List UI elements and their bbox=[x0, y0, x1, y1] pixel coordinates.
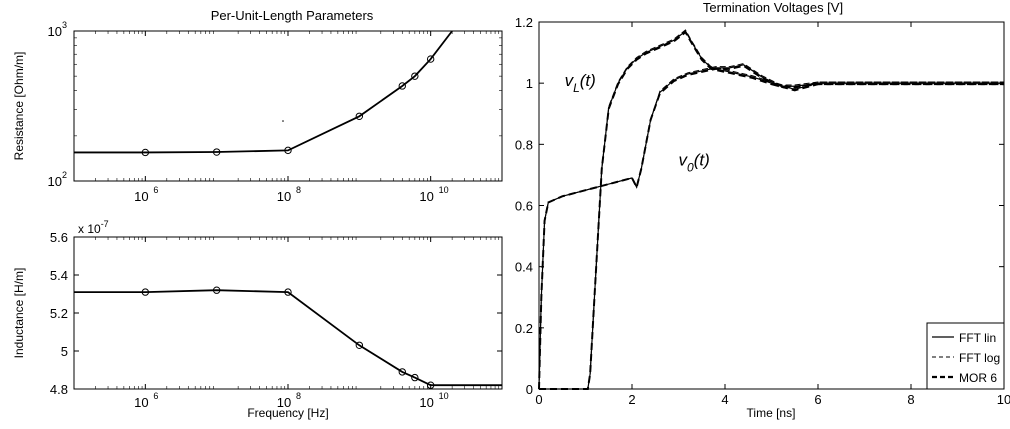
x-tick-label: 6 bbox=[814, 392, 821, 407]
y-tick-label: 10 bbox=[48, 174, 62, 189]
stray-dot bbox=[282, 120, 284, 122]
x-tick-exponent: 10 bbox=[439, 185, 449, 195]
resistance-title: Per-Unit-Length Parameters bbox=[211, 8, 374, 23]
resistance-marker bbox=[141, 148, 150, 157]
resistance-marker bbox=[426, 55, 435, 63]
annotation-subscript: 0 bbox=[687, 161, 694, 175]
y-tick-label: 0 bbox=[526, 382, 533, 397]
voltage-annotations: vL(t)v0(t) bbox=[565, 71, 710, 175]
x-tick-label: 10 bbox=[419, 395, 433, 410]
x-tick-label: 10 bbox=[134, 189, 148, 204]
resistance-plot bbox=[74, 30, 453, 157]
resistance-line bbox=[74, 30, 453, 154]
inductance-plot bbox=[74, 286, 502, 389]
y-tick-label: 5.6 bbox=[50, 230, 68, 245]
inductance-marker bbox=[411, 373, 419, 382]
y-tick-label: 10 bbox=[48, 24, 62, 39]
inductance-marker bbox=[212, 286, 221, 294]
voltage-plot bbox=[538, 29, 1004, 390]
inductance-marker bbox=[141, 288, 150, 296]
resistance-axes-box bbox=[73, 30, 503, 182]
inductance-marker bbox=[426, 381, 435, 389]
y-multiplier-exp: -7 bbox=[101, 219, 109, 229]
voltage-legend: FFT lin FFT log MOR 6 bbox=[926, 322, 1005, 390]
voltage-x-label: Time [ns] bbox=[747, 406, 796, 420]
y-tick-label: 0.6 bbox=[515, 199, 533, 214]
x-tick-label: 10 bbox=[277, 395, 291, 410]
inductance-line bbox=[74, 289, 502, 387]
y-tick-label: 0.8 bbox=[515, 137, 533, 152]
y-tick-exponent: 2 bbox=[62, 170, 67, 180]
annotation-tail: (t) bbox=[694, 151, 710, 170]
annotation-label: vL(t) bbox=[565, 71, 596, 95]
resistance-panel: Per-Unit-Length Parameters Resistance [O… bbox=[12, 8, 503, 204]
resistance-marker bbox=[212, 148, 221, 156]
y-tick-label: 0.2 bbox=[515, 321, 533, 336]
x-tick-exponent: 8 bbox=[296, 185, 301, 195]
legend-label: MOR 6 bbox=[959, 371, 997, 385]
x-tick-label: 10 bbox=[419, 189, 433, 204]
resistance-marker bbox=[284, 146, 292, 155]
voltage-panel: Termination Voltages [V] Time [ns] 0 2 4 6 8… bbox=[515, 0, 1010, 420]
resistance-y-label: Resistance [Ohm/m] bbox=[12, 52, 26, 161]
resistance-x-ticks: 10 6 10 8 10 10 bbox=[95, 31, 500, 204]
resistance-marker bbox=[355, 112, 364, 120]
x-tick-label: 10 bbox=[997, 392, 1010, 407]
x-tick-label: 8 bbox=[907, 392, 914, 407]
legend-label: FFT lin bbox=[959, 331, 996, 345]
y-tick-label: 0.4 bbox=[515, 260, 533, 275]
inductance-y-ticks: 4.8 5 5.2 5.4 5.6 bbox=[50, 230, 502, 397]
y-tick-label: 5.2 bbox=[50, 306, 68, 321]
x-tick-exponent: 10 bbox=[439, 391, 449, 401]
annotation-subscript: L bbox=[573, 81, 580, 95]
y-tick-label: 1.2 bbox=[515, 15, 533, 30]
y-multiplier-base: x 10 bbox=[78, 222, 101, 236]
y-tick-label: 1 bbox=[526, 76, 533, 91]
x-tick-label: 10 bbox=[134, 395, 148, 410]
legend-label: FFT log bbox=[959, 351, 1000, 365]
annotation-label: v0(t) bbox=[679, 151, 710, 175]
x-tick-exponent: 8 bbox=[296, 391, 301, 401]
inductance-axes-box bbox=[73, 236, 503, 390]
y-tick-exponent: 3 bbox=[62, 20, 67, 30]
inductance-y-multiplier: x 10-7 bbox=[78, 219, 109, 236]
x-tick-label: 2 bbox=[628, 392, 635, 407]
inductance-panel: x 10-7 Inductance [H/m] Frequency [Hz] 1… bbox=[12, 219, 503, 420]
annotation-tail: (t) bbox=[580, 71, 596, 90]
voltage-series-line-1-mor-6 bbox=[538, 64, 1004, 390]
y-tick-label: 5 bbox=[61, 344, 68, 359]
resistance-marker bbox=[398, 82, 406, 90]
voltage-title: Termination Voltages [V] bbox=[703, 0, 843, 15]
x-tick-label: 10 bbox=[277, 189, 291, 204]
annotation-base: v bbox=[679, 151, 689, 170]
inductance-x-label: Frequency [Hz] bbox=[247, 406, 328, 420]
x-tick-label: 0 bbox=[535, 392, 542, 407]
y-tick-label: 4.8 bbox=[50, 382, 68, 397]
voltage-y-ticks: 0 0.2 0.4 0.6 0.8 1 1.2 bbox=[515, 15, 1004, 397]
voltage-series-line-0-mor-6 bbox=[539, 30, 1004, 390]
legend-box bbox=[926, 322, 1005, 390]
inductance-marker bbox=[398, 368, 406, 376]
inductance-marker bbox=[284, 288, 292, 296]
inductance-marker bbox=[355, 341, 364, 349]
voltage-x-ticks: 0 2 4 6 8 10 bbox=[535, 22, 1010, 407]
annotation-base: v bbox=[565, 71, 575, 90]
inductance-y-label: Inductance [H/m] bbox=[12, 268, 26, 359]
inductance-x-ticks: 10 6 10 8 10 10 bbox=[95, 237, 500, 410]
y-tick-label: 5.4 bbox=[50, 268, 68, 283]
resistance-marker bbox=[411, 72, 419, 80]
x-tick-label: 4 bbox=[721, 392, 728, 407]
x-tick-exponent: 6 bbox=[153, 391, 158, 401]
x-tick-exponent: 6 bbox=[153, 185, 158, 195]
